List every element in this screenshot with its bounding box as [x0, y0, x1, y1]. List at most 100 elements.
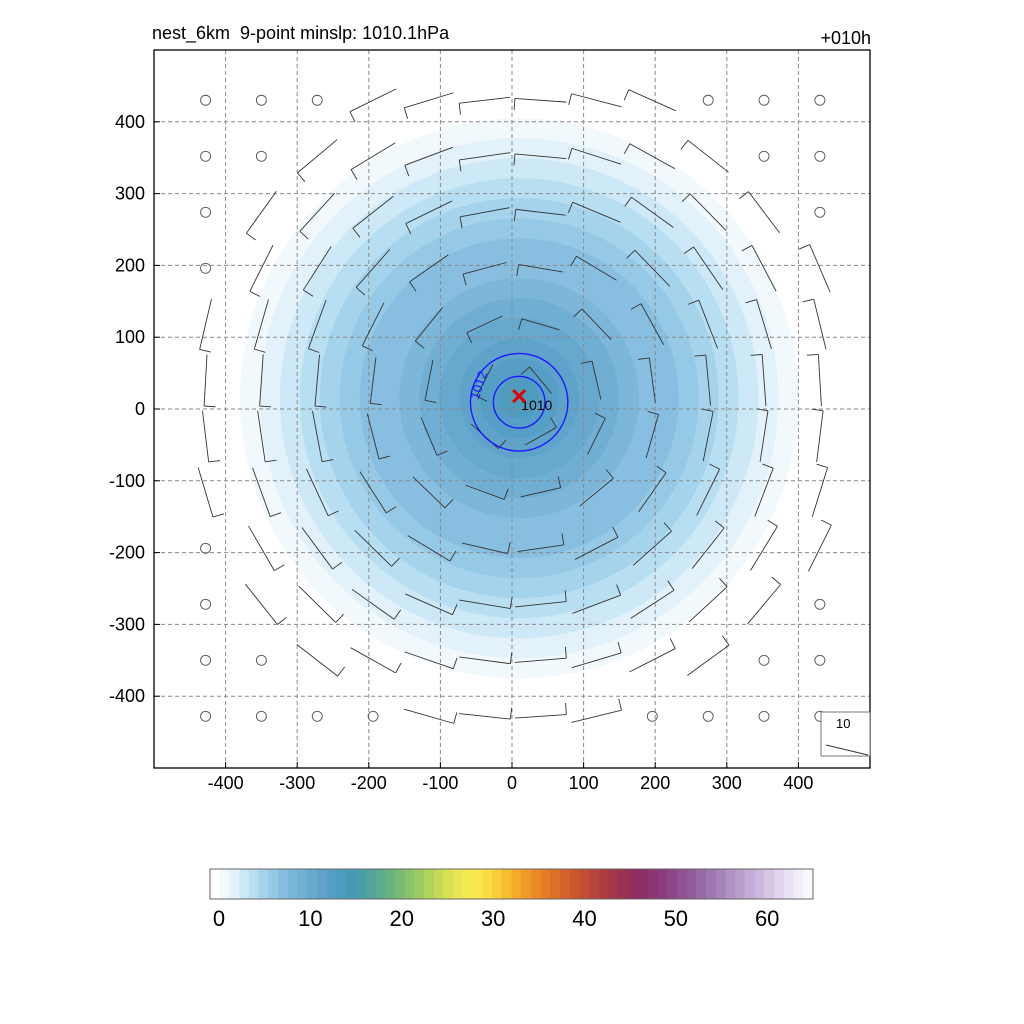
- calm-wind-circle: [367, 710, 379, 722]
- y-axis-ticks: 400 300 200 100 0 -100 -200 -300 -400: [109, 112, 160, 706]
- wind-barb-flag: [337, 666, 346, 677]
- colorbar-cell: [774, 869, 785, 899]
- wind-barb-flag: [669, 638, 676, 649]
- colorbar-cell: [599, 869, 610, 899]
- colorbar-cell: [589, 869, 600, 899]
- wind-barb-shaft: [572, 201, 621, 223]
- colorbar-cell: [783, 869, 795, 899]
- wind-barb-flag: [637, 357, 650, 360]
- x-tick-label: -400: [208, 773, 244, 793]
- wind-barb-shaft: [248, 525, 275, 571]
- wind-barb-flag: [605, 469, 614, 479]
- wind-barb-flag: [391, 557, 400, 567]
- wind-barb-shaft: [298, 585, 336, 623]
- reference-vector-box: 10: [820, 711, 871, 757]
- wind-barb-shaft: [687, 644, 730, 676]
- wind-barb-flag: [254, 348, 266, 353]
- chart-title: nest_6km 9-point minslp: 1010.1hPa: [152, 23, 450, 44]
- wind-barb-flag: [518, 318, 523, 330]
- forecast-hour-label: +010h: [820, 28, 871, 48]
- wind-barb-shaft: [629, 648, 676, 673]
- colorbar-cell: [735, 869, 746, 899]
- calm-wind-circle: [814, 94, 826, 106]
- wind-barb-flag: [404, 165, 410, 177]
- wind-barb-flag: [741, 245, 753, 252]
- wind-barb-shaft: [369, 357, 377, 404]
- calm-wind-circle: [200, 654, 212, 666]
- colorbar-cell: [501, 869, 513, 899]
- wind-barb-flag: [647, 410, 659, 415]
- wind-barb-flag: [564, 646, 567, 659]
- calm-wind-circle: [702, 94, 714, 106]
- colorbar-tick-label: 0: [213, 906, 225, 931]
- isobar-label: 1010: [521, 397, 552, 413]
- wind-barb-shaft: [461, 542, 508, 554]
- wind-barb-shaft: [245, 191, 277, 234]
- wind-barb-flag: [570, 256, 577, 267]
- colorbar-cell: [793, 869, 804, 899]
- wind-barb-flag: [362, 345, 373, 352]
- calm-wind-circle: [814, 206, 826, 218]
- calm-wind-circle: [200, 94, 212, 106]
- colorbar-cell: [579, 869, 590, 899]
- colorbar-cell: [686, 869, 697, 899]
- wind-barb-shaft: [351, 588, 395, 620]
- wind-barb-shaft: [359, 471, 387, 514]
- wind-barb-flag: [509, 597, 513, 609]
- colorbar-cell: [706, 869, 717, 899]
- wind-barb-shaft: [459, 713, 511, 720]
- wind-barb-shaft: [521, 318, 560, 331]
- wind-barb-shaft: [687, 139, 729, 173]
- wind-barb-shaft: [352, 195, 394, 229]
- wind-barb-flag: [701, 408, 714, 412]
- wind-barb-flag: [687, 299, 699, 305]
- wind-barb-shaft: [459, 599, 511, 610]
- wind-barb-shaft: [349, 88, 397, 113]
- wind-barb-shaft: [631, 196, 674, 228]
- colorbar-cell: [754, 869, 765, 899]
- wind-barb-shaft: [638, 472, 667, 513]
- x-tick-label: 0: [507, 773, 517, 793]
- wind-barb-flag: [321, 459, 334, 463]
- y-tick-label: 100: [115, 327, 145, 347]
- wind-barb-shaft: [630, 589, 675, 619]
- colorbar-cell: [472, 869, 483, 899]
- wind-barb-shaft: [529, 366, 552, 394]
- wind-barb-shaft: [579, 478, 614, 507]
- wind-barb-shaft: [350, 142, 396, 171]
- wind-barb-shaft: [750, 526, 778, 571]
- wind-barb-shaft: [307, 299, 327, 349]
- colorbar-tick-label: 50: [664, 906, 688, 931]
- wind-barb-flag: [565, 703, 567, 715]
- wind-barb-flag: [617, 641, 622, 654]
- y-tick-label: 200: [115, 255, 145, 275]
- wind-barb-flag: [466, 332, 473, 344]
- colorbar-cell: [744, 869, 756, 899]
- wind-barb-shaft: [253, 299, 269, 350]
- x-tick-label: -200: [351, 773, 387, 793]
- colorbar-tick-label: 40: [572, 906, 596, 931]
- center-marker-stroke: [512, 389, 527, 404]
- y-tick-label: -400: [109, 686, 145, 706]
- wind-barb-flag: [681, 193, 691, 203]
- calm-wind-circle: [255, 150, 267, 162]
- calm-wind-circle: [200, 710, 212, 722]
- x-axis-ticks: -400 -300 -200 -100 0 100 200 300 400: [208, 762, 813, 793]
- wind-barb-shaft: [252, 467, 271, 517]
- wind-barb-flag: [212, 513, 225, 518]
- colorbar-cell: [530, 869, 542, 899]
- wind-barb-shaft: [302, 246, 332, 291]
- colorbar-cell: [414, 869, 425, 899]
- colorbar-cell: [219, 869, 231, 899]
- wind-barb-shaft: [515, 208, 566, 216]
- wind-barb-shaft: [571, 709, 622, 723]
- wind-barb-shaft: [587, 418, 606, 455]
- wind-barb-shaft: [809, 244, 831, 293]
- y-tick-label: 0: [135, 399, 145, 419]
- wind-barb-shaft: [640, 303, 665, 345]
- grid-lines: [154, 50, 870, 768]
- wind-barb-shaft: [514, 657, 567, 663]
- x-tick-label: -300: [279, 773, 315, 793]
- wind-barb-flag: [459, 216, 463, 229]
- wind-barb-flag: [458, 159, 462, 172]
